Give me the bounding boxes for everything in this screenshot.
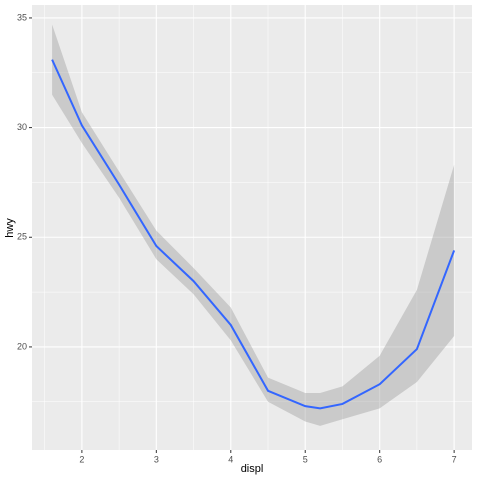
x-tick-label: 3 [154, 454, 159, 464]
x-tick-label: 6 [377, 454, 382, 464]
y-tick-label: 20 [17, 341, 27, 351]
y-tick-label: 35 [17, 12, 27, 22]
smooth-line [51, 59, 456, 410]
x-tick-label: 2 [79, 454, 84, 464]
x-tick-label: 7 [452, 454, 457, 464]
x-tick-label: 5 [303, 454, 308, 464]
y-tick-label: 25 [17, 232, 27, 242]
x-axis-title: displ [241, 463, 264, 475]
y-axis-title: hwy [4, 218, 16, 238]
panel [32, 5, 472, 450]
x-tick-label: 4 [228, 454, 233, 464]
y-tick-label: 30 [17, 122, 27, 132]
